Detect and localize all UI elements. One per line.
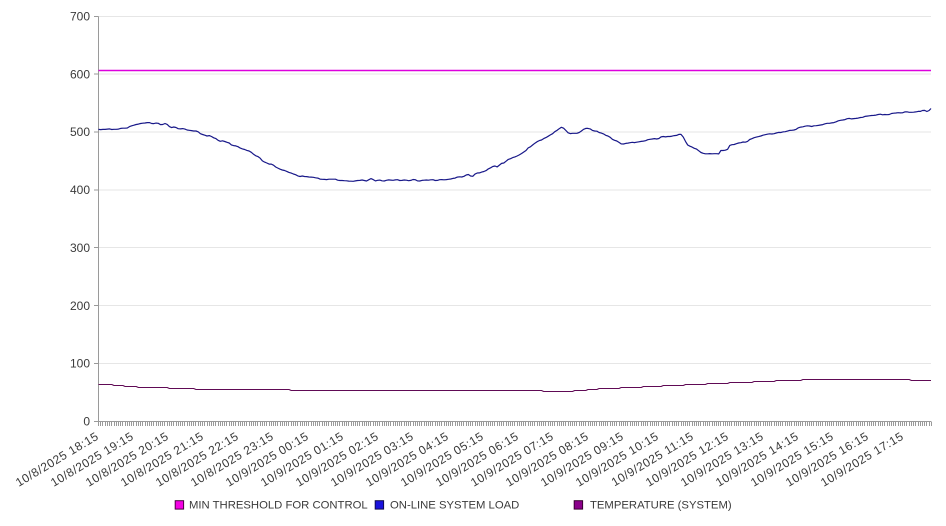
- svg-text:MIN THRESHOLD FOR CONTROL: MIN THRESHOLD FOR CONTROL: [189, 500, 368, 512]
- svg-text:200: 200: [70, 299, 90, 313]
- svg-text:TEMPERATURE (SYSTEM): TEMPERATURE (SYSTEM): [590, 500, 732, 512]
- svg-text:100: 100: [70, 357, 90, 371]
- svg-text:300: 300: [70, 241, 90, 255]
- svg-text:0: 0: [83, 415, 90, 429]
- svg-text:600: 600: [70, 67, 90, 81]
- svg-text:400: 400: [70, 183, 90, 197]
- svg-text:700: 700: [70, 10, 90, 24]
- svg-text:500: 500: [70, 125, 90, 139]
- svg-text:ON-LINE SYSTEM LOAD: ON-LINE SYSTEM LOAD: [390, 500, 519, 512]
